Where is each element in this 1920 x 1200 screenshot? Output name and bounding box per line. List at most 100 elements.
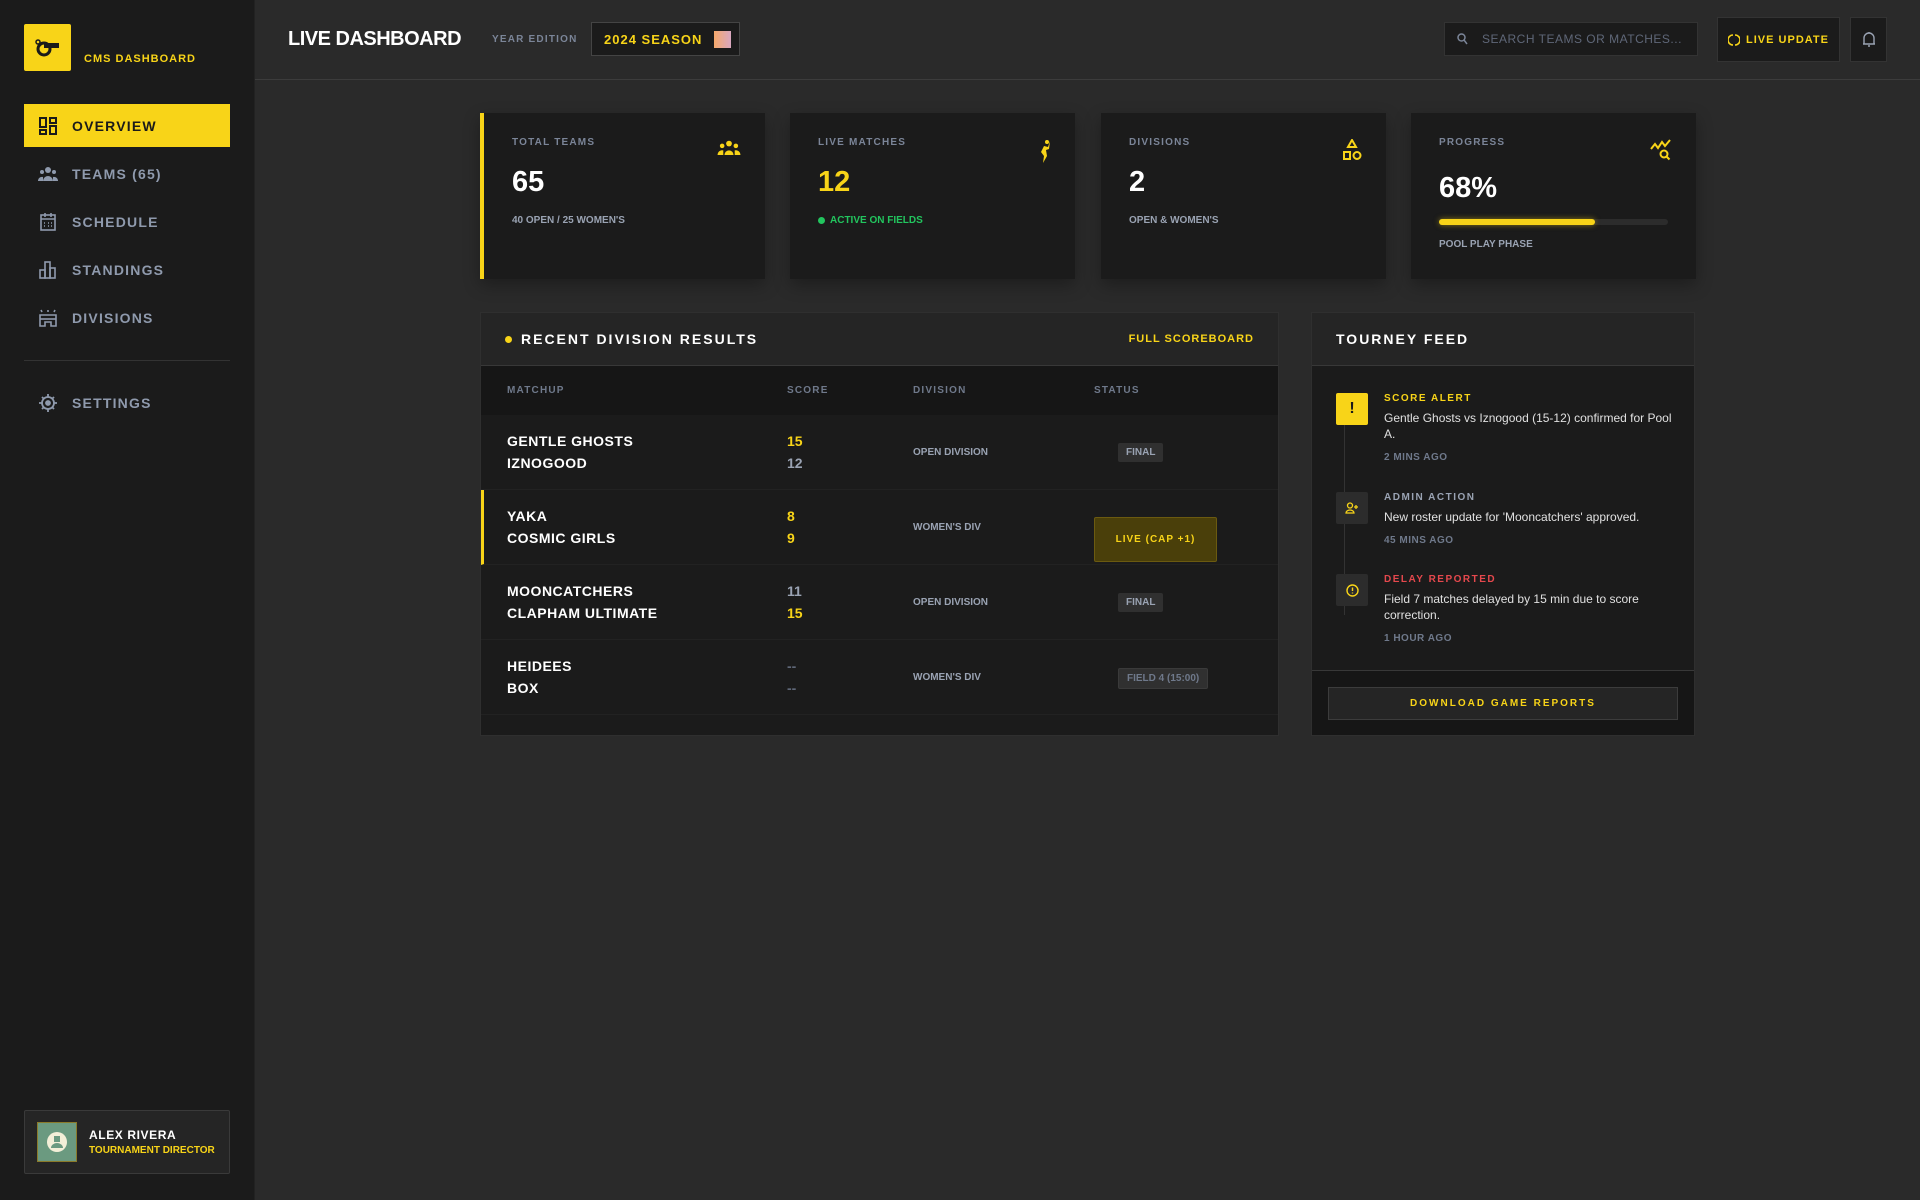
stadium-icon [39, 309, 57, 327]
stat-value: 12 [818, 166, 851, 198]
team-1: HEIDEES [507, 658, 572, 674]
user-plus-icon [1336, 492, 1368, 524]
users-icon [717, 140, 741, 155]
refresh-icon [1728, 33, 1741, 46]
feed-item: ! SCORE ALERT Gentle Ghosts vs Iznogood … [1336, 393, 1674, 463]
stat-subtext-label: ACTIVE ON FIELDS [830, 215, 923, 226]
sidebar-divider [24, 360, 230, 361]
column-header-status[interactable]: STATUS [1094, 385, 1140, 396]
live-dot-icon [505, 335, 512, 343]
search-icon [1457, 33, 1468, 45]
download-reports-button[interactable]: DOWNLOAD GAME REPORTS [1328, 687, 1678, 720]
matchup: MOONCATCHERS CLAPHAM ULTIMATE [507, 580, 658, 624]
stat-label: PROGRESS [1439, 137, 1506, 148]
stat-subtext: OPEN & WOMEN'S [1129, 215, 1219, 226]
sidebar-item-label: TEAMS (65) [72, 165, 162, 182]
stat-card-progress: PROGRESS 68% POOL PLAY PHASE [1411, 113, 1696, 279]
sidebar-item-label: SETTINGS [72, 394, 152, 411]
sidebar-item-settings[interactable]: SETTINGS [24, 381, 230, 424]
feed-item-time: 1 HOUR AGO [1384, 633, 1452, 644]
sidebar-item-label: OVERVIEW [72, 117, 157, 134]
status-badge: LIVE (CAP +1) [1094, 517, 1217, 562]
bar-chart-icon [39, 260, 56, 279]
sidebar-item-label: STANDINGS [72, 261, 165, 278]
feed-item-time: 2 MINS AGO [1384, 452, 1448, 463]
sidebar-item-label: DIVISIONS [72, 309, 154, 326]
table-header: MATCHUP SCORE DIVISION STATUS [481, 366, 1278, 415]
bell-icon [1862, 32, 1875, 47]
team-2: BOX [507, 680, 539, 696]
column-header-division[interactable]: DIVISION [913, 385, 967, 396]
stat-card-live-matches: LIVE MATCHES 12 ACTIVE ON FIELDS [790, 113, 1075, 279]
score-1: 11 [787, 583, 802, 599]
table-row[interactable]: GENTLE GHOSTS IZNOGOOD 15 12 OPEN DIVISION… [481, 415, 1278, 490]
division: WOMEN'S DIV [913, 522, 981, 533]
team-1: GENTLE GHOSTS [507, 433, 634, 449]
score-1: 8 [787, 508, 795, 524]
full-scoreboard-link[interactable]: FULL SCOREBOARD [1128, 333, 1254, 345]
search-box[interactable] [1444, 22, 1698, 56]
sidebar-nav: OVERVIEW TEAMS (65) SCHEDULE STANDINGS D… [24, 104, 230, 344]
user-name: ALEX RIVERA [89, 1128, 177, 1142]
score-1: -- [787, 658, 797, 674]
season-value: 2024 SEASON [604, 31, 703, 47]
season-selector[interactable]: 2024 SEASON [591, 22, 740, 56]
score-1: 15 [787, 433, 803, 449]
sidebar: CMS DASHBOARD OVERVIEW TEAMS (65) SCHEDU… [0, 0, 255, 1200]
status-badge: FIELD 4 (15:00) [1118, 668, 1209, 689]
stat-card-total-teams: TOTAL TEAMS 65 40 OPEN / 25 WOMEN'S [480, 113, 765, 279]
top-header: LIVE DASHBOARD YEAR EDITION 2024 SEASON … [255, 0, 1920, 80]
progress-bar-fill [1439, 219, 1595, 225]
user-profile-card[interactable]: ALEX RIVERA TOURNAMENT DIRECTOR [24, 1110, 230, 1174]
feed-title: TOURNEY FEED [1336, 331, 1470, 347]
brand-name: CMS DASHBOARD [84, 53, 196, 65]
notifications-button[interactable] [1850, 17, 1887, 62]
stat-value: 68% [1439, 172, 1498, 204]
team-2: IZNOGOOD [507, 455, 588, 471]
table-row[interactable]: MOONCATCHERS CLAPHAM ULTIMATE 11 15 OPEN D… [481, 565, 1278, 640]
sidebar-item-standings[interactable]: STANDINGS [24, 248, 230, 291]
stat-label: LIVE MATCHES [818, 137, 907, 148]
season-swatch-icon [714, 31, 731, 48]
calendar-icon [40, 212, 56, 231]
feed-item-message: Field 7 matches delayed by 15 min due to… [1384, 592, 1639, 622]
feed-item-type: DELAY REPORTED [1384, 574, 1497, 585]
team-2: CLAPHAM ULTIMATE [507, 605, 658, 621]
score: -- -- [787, 655, 796, 699]
score: 11 15 [787, 580, 803, 624]
live-update-button[interactable]: LIVE UPDATE [1717, 17, 1840, 62]
score-2: 9 [787, 530, 795, 546]
division: OPEN DIVISION [913, 447, 989, 458]
avatar [37, 1122, 77, 1162]
score-2: 12 [787, 455, 803, 471]
exclamation-icon: ! [1336, 393, 1368, 425]
stat-value: 65 [512, 166, 545, 198]
page-title: LIVE DASHBOARD [288, 28, 462, 50]
sidebar-item-divisions[interactable]: DIVISIONS [24, 296, 230, 339]
feed-item: DELAY REPORTED Field 7 matches delayed b… [1336, 574, 1674, 644]
stat-subtext: POOL PLAY PHASE [1439, 239, 1533, 250]
column-header-score[interactable]: SCORE [787, 385, 829, 396]
whistle-icon[interactable] [24, 24, 71, 71]
sidebar-item-teams[interactable]: TEAMS (65) [24, 152, 230, 195]
score: 15 12 [787, 430, 803, 474]
feed-item-message: Gentle Ghosts vs Iznogood (15-12) confir… [1384, 411, 1672, 441]
feed-item-message: New roster update for 'Mooncatchers' app… [1384, 510, 1640, 524]
grid-icon [39, 116, 57, 135]
shapes-icon [1343, 139, 1362, 160]
table-row[interactable]: HEIDEES BOX -- -- WOMEN'S DIV FIELD 4 (15:… [481, 640, 1278, 715]
users-icon [38, 166, 58, 181]
matchup: YAKA COSMIC GIRLS [507, 505, 616, 549]
division: OPEN DIVISION [913, 597, 989, 608]
sidebar-item-schedule[interactable]: SCHEDULE [24, 200, 230, 243]
progress-bar [1439, 219, 1668, 225]
player-icon [1041, 140, 1050, 163]
results-title: RECENT DIVISION RESULTS [521, 331, 759, 347]
search-input[interactable] [1482, 32, 1682, 46]
column-header-matchup[interactable]: MATCHUP [507, 385, 565, 396]
results-panel: RECENT DIVISION RESULTS FULL SCOREBOARD … [480, 312, 1279, 736]
feed-item-time: 45 MINS AGO [1384, 535, 1454, 546]
sidebar-item-overview[interactable]: OVERVIEW [24, 104, 230, 147]
